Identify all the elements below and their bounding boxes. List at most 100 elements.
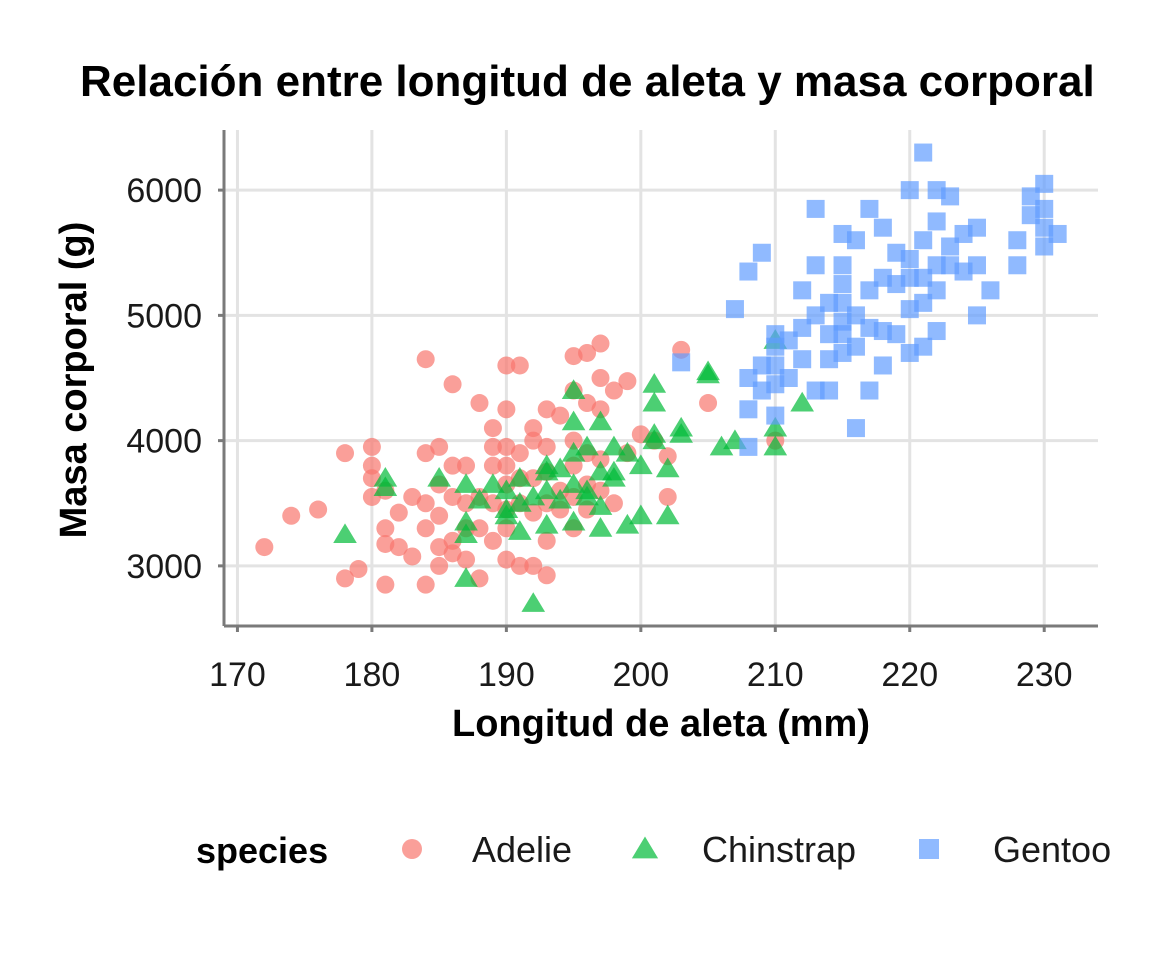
data-point-adelie: [699, 394, 718, 413]
y-tick-label: 3000: [126, 548, 202, 586]
data-point-gentoo: [739, 437, 758, 456]
data-point-adelie: [376, 534, 395, 553]
legend-label-chinstrap: Chinstrap: [702, 829, 856, 870]
legend-key-adelie: [402, 839, 422, 859]
data-point-adelie: [389, 538, 408, 557]
data-point-gentoo: [1048, 224, 1067, 243]
y-tick-label: 5000: [126, 297, 202, 335]
data-point-chinstrap: [629, 504, 653, 525]
data-point-adelie: [658, 487, 677, 506]
data-point-gentoo: [739, 262, 758, 281]
data-point-gentoo: [967, 256, 986, 275]
data-point-gentoo: [967, 218, 986, 237]
data-point-gentoo: [1035, 174, 1054, 193]
data-point-chinstrap: [615, 441, 640, 462]
data-point-adelie: [604, 494, 623, 513]
data-point-gentoo: [873, 218, 892, 237]
data-point-chinstrap: [642, 391, 667, 412]
data-point-chinstrap: [561, 441, 586, 462]
series-chinstrap: [333, 329, 814, 612]
data-point-adelie: [443, 531, 462, 550]
data-point-chinstrap: [615, 513, 640, 534]
data-point-adelie: [510, 444, 529, 463]
data-point-chinstrap: [561, 410, 586, 431]
data-point-chinstrap: [561, 379, 586, 399]
data-point-adelie: [537, 531, 556, 550]
data-point-gentoo: [672, 353, 691, 372]
data-point-adelie: [457, 456, 476, 475]
data-point-gentoo: [846, 231, 865, 250]
legend-key-chinstrap: [631, 836, 659, 859]
data-point-chinstrap: [696, 363, 720, 384]
data-point-chinstrap: [427, 466, 451, 487]
legend: species Adelie Chinstrap Gentoo: [196, 829, 1111, 871]
data-point-chinstrap: [588, 495, 613, 515]
data-point-chinstrap: [454, 567, 478, 587]
data-point-gentoo: [860, 199, 879, 218]
data-point-gentoo: [739, 400, 758, 419]
grid: [224, 130, 1098, 626]
data-point-adelie: [309, 500, 328, 519]
data-point-chinstrap: [561, 510, 586, 531]
data-point-chinstrap: [494, 504, 519, 525]
data-point-adelie: [564, 347, 583, 366]
data-point-adelie: [578, 343, 597, 362]
data-point-adelie: [443, 375, 462, 394]
data-point-gentoo: [793, 350, 812, 369]
legend-title: species: [196, 830, 328, 871]
data-point-chinstrap: [454, 523, 478, 544]
data-point-adelie: [618, 372, 637, 391]
data-point-chinstrap: [763, 416, 788, 437]
data-point-adelie: [336, 444, 355, 463]
data-point-gentoo: [793, 281, 812, 300]
data-point-chinstrap: [763, 435, 788, 456]
data-point-chinstrap: [494, 479, 519, 500]
data-point-gentoo: [914, 231, 933, 250]
data-point-gentoo: [981, 281, 1000, 300]
data-point-adelie: [416, 494, 435, 513]
data-point-chinstrap: [669, 423, 693, 443]
data-point-adelie: [430, 437, 449, 456]
data-point-adelie: [537, 566, 556, 585]
data-point-adelie: [349, 560, 368, 579]
data-points: [255, 143, 1067, 612]
data-point-gentoo: [967, 306, 986, 325]
data-point-adelie: [416, 575, 435, 594]
data-point-adelie: [497, 456, 516, 475]
data-point-chinstrap: [467, 488, 492, 509]
data-point-chinstrap: [508, 466, 532, 487]
data-point-chinstrap: [588, 517, 613, 537]
data-point-adelie: [483, 419, 502, 438]
data-point-gentoo: [1008, 256, 1027, 275]
y-axis-title: Masa corporal (g): [53, 222, 95, 539]
x-tick-label: 180: [344, 656, 401, 694]
data-point-adelie: [524, 431, 543, 450]
data-point-adelie: [497, 437, 516, 456]
data-point-adelie: [591, 400, 610, 419]
x-tick-label: 190: [478, 656, 535, 694]
data-point-adelie: [470, 394, 489, 413]
x-tick-label: 210: [747, 656, 804, 694]
data-point-adelie: [483, 531, 502, 550]
data-point-chinstrap: [629, 454, 653, 475]
data-point-chinstrap: [642, 373, 667, 393]
data-point-chinstrap: [655, 504, 680, 525]
data-point-gentoo: [860, 381, 879, 400]
data-point-adelie: [510, 356, 529, 375]
data-point-gentoo: [914, 143, 933, 162]
data-point-adelie: [416, 444, 435, 463]
data-point-gentoo: [927, 281, 946, 300]
data-point-gentoo: [752, 243, 771, 262]
data-point-adelie: [416, 519, 435, 538]
y-tick-label: 6000: [126, 172, 202, 210]
data-point-gentoo: [900, 250, 919, 269]
data-point-gentoo: [846, 419, 865, 438]
axes: 170 180 190 200 210 220 230 3000 4000 5000 6000: [126, 130, 1098, 694]
data-point-adelie: [416, 350, 435, 369]
data-point-adelie: [497, 550, 516, 569]
data-point-adelie: [376, 519, 395, 538]
data-point-adelie: [443, 456, 462, 475]
data-point-gentoo: [941, 187, 960, 206]
data-point-chinstrap: [602, 466, 626, 487]
